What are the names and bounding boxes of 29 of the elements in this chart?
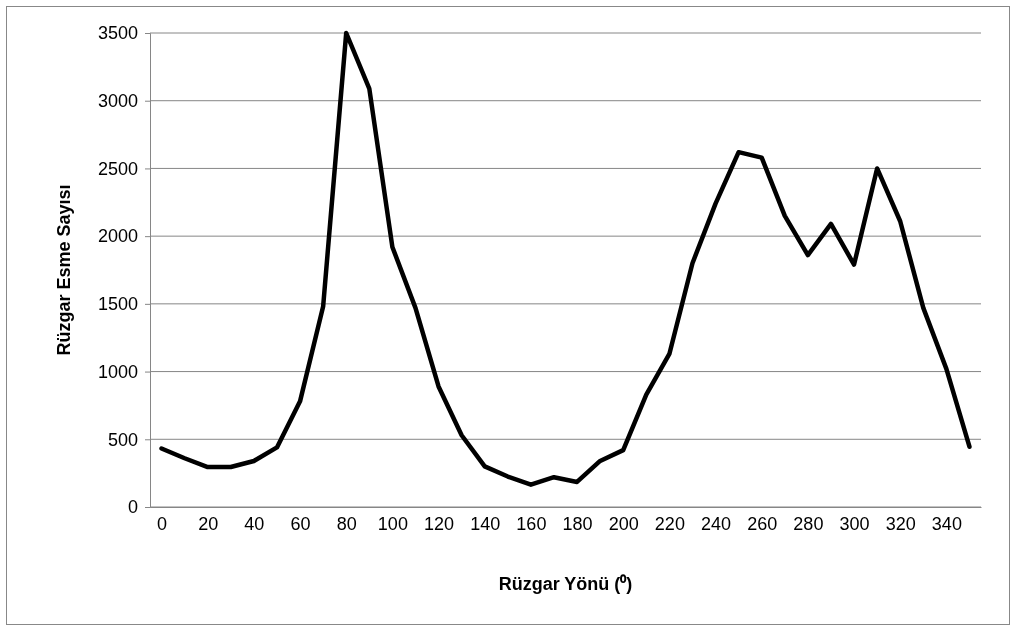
x-tick-label: 100 xyxy=(377,513,408,534)
x-tick-label: 300 xyxy=(839,513,870,534)
x-tick-label: 40 xyxy=(244,513,265,534)
y-tick-label: 2500 xyxy=(97,158,138,179)
x-tick-label: 260 xyxy=(747,513,778,534)
x-tick-label: 180 xyxy=(562,513,593,534)
y-tick-label: 1500 xyxy=(97,294,138,315)
x-tick-label: 0 xyxy=(157,513,168,534)
x-tick-label: 120 xyxy=(424,513,455,534)
x-tick-label: 340 xyxy=(931,513,962,534)
x-tick-label: 280 xyxy=(793,513,824,534)
y-tick-label: 3000 xyxy=(97,90,138,111)
y-tick-label: 3500 xyxy=(97,23,138,44)
y-tick-label: 2000 xyxy=(97,226,138,247)
x-tick-label: 320 xyxy=(885,513,916,534)
line-series xyxy=(159,30,972,487)
y-axis-title: Rüzgar Esme Sayısı xyxy=(54,184,74,356)
x-tick-label: 200 xyxy=(608,513,639,534)
x-tick-label: 140 xyxy=(470,513,501,534)
x-tick-label: 220 xyxy=(654,513,685,534)
x-tick-label: 20 xyxy=(198,513,219,534)
x-tick-label: 160 xyxy=(516,513,547,534)
y-tick-label: 0 xyxy=(127,497,138,518)
x-tick-label: 80 xyxy=(336,513,357,534)
y-tick-label: 1000 xyxy=(97,361,138,382)
x-tick-label: 240 xyxy=(701,513,732,534)
x-tick-label: 60 xyxy=(290,513,311,534)
y-tick-label: 500 xyxy=(107,429,138,450)
x-axis-title: Rüzgar Yönü (⁰) xyxy=(498,574,633,594)
